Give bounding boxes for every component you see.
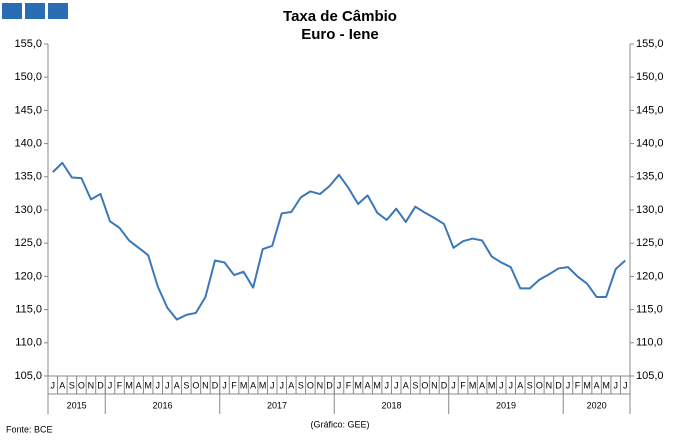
logo-square [2,3,22,19]
x-tick-label: M [469,380,477,390]
x-tick-label: A [288,380,294,390]
x-tick-label: M [373,380,381,390]
x-tick-label: M [583,380,591,390]
x-tick-label: S [69,380,75,390]
x-tick-label: O [192,380,199,390]
x-tick-label: J [451,380,456,390]
x-tick-label: J [337,380,342,390]
x-tick-label: A [59,380,65,390]
chart-title: Taxa de Câmbio [283,8,397,25]
x-tick-label: A [594,380,600,390]
x-tick-label: O [536,380,543,390]
y2-tick-label: 145,0 [636,104,664,116]
x-tick-label: J [155,380,160,390]
y2-tick-label: 150,0 [636,71,664,83]
y2-tick-label: 130,0 [636,204,664,216]
x-tick-label: D [326,380,333,390]
x-tick-label: O [307,380,314,390]
y-tick-label: 125,0 [14,237,42,249]
y-tick-label: 150,0 [14,71,42,83]
year-label: 2020 [587,400,607,410]
x-tick-label: J [394,380,399,390]
x-tick-label: J [566,380,571,390]
x-tick-label: S [298,380,304,390]
x-tick-label: M [259,380,267,390]
x-tick-label: F [460,380,466,390]
chart-subtitle: Euro - Iene [301,26,379,43]
x-tick-label: M [144,380,152,390]
x-tick-label: A [250,380,256,390]
y2-tick-label: 120,0 [636,270,664,282]
x-tick-label: S [412,380,418,390]
y2-tick-label: 140,0 [636,138,664,150]
x-tick-label: O [78,380,85,390]
x-tick-label: S [527,380,533,390]
y-tick-label: 140,0 [14,138,42,150]
x-tick-label: F [231,380,237,390]
x-tick-label: F [346,380,352,390]
x-tick-label: F [575,380,581,390]
x-tick-label: S [183,380,189,390]
y-tick-label: 120,0 [14,270,42,282]
x-tick-label: M [240,380,248,390]
x-tick-label: J [613,380,618,390]
year-label: 2015 [67,400,87,410]
x-tick-label: N [317,380,324,390]
x-tick-label: J [51,380,56,390]
y-tick-label: 130,0 [14,204,42,216]
x-tick-label: J [108,380,113,390]
y2-tick-label: 125,0 [636,237,664,249]
x-tick-label: J [623,380,628,390]
y2-tick-label: 135,0 [636,171,664,183]
logo-square [25,3,45,19]
y-tick-label: 110,0 [15,337,42,349]
x-tick-label: J [165,380,170,390]
x-tick-label: A [174,380,180,390]
x-tick-label: N [202,380,209,390]
x-tick-label: M [125,380,133,390]
year-label: 2018 [381,400,401,410]
x-tick-label: O [421,380,428,390]
year-label: 2016 [152,400,172,410]
x-tick-label: J [384,380,389,390]
y-tick-label: 115,0 [15,304,42,316]
x-tick-label: J [280,380,285,390]
x-tick-label: D [97,380,104,390]
y2-tick-label: 110,0 [636,337,663,349]
x-tick-label: J [508,380,513,390]
x-tick-label: A [479,380,485,390]
y-tick-label: 145,0 [14,104,42,116]
credit: (Gráfico: GEE) [310,419,369,429]
y2-tick-label: 115,0 [636,304,663,316]
x-tick-label: D [555,380,562,390]
x-tick-label: M [602,380,610,390]
x-tick-label: N [88,380,95,390]
x-tick-label: M [354,380,362,390]
y-tick-label: 155,0 [14,38,42,50]
x-tick-label: J [270,380,275,390]
x-tick-label: A [403,380,409,390]
logo-square [48,3,68,19]
x-tick-label: D [212,380,219,390]
x-tick-label: M [488,380,496,390]
x-tick-label: A [517,380,523,390]
year-label: 2019 [496,400,516,410]
x-tick-label: D [441,380,448,390]
y2-tick-label: 155,0 [636,38,664,50]
x-tick-label: A [365,380,371,390]
x-tick-label: N [431,380,438,390]
x-tick-label: F [117,380,123,390]
y-tick-label: 135,0 [14,171,42,183]
x-tick-label: N [546,380,553,390]
source: Fonte: BCE [6,424,53,434]
y2-tick-label: 105,0 [636,370,664,382]
data-line [52,161,626,321]
year-label: 2017 [267,400,287,410]
x-tick-label: A [136,380,142,390]
x-tick-label: J [499,380,504,390]
y-tick-label: 105,0 [14,370,42,382]
x-tick-label: J [222,380,227,390]
